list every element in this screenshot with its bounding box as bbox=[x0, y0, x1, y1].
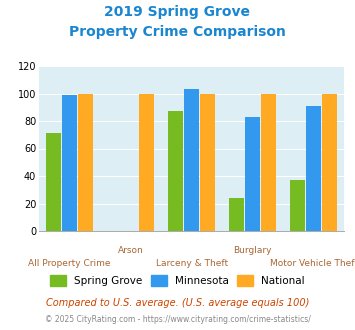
Text: Compared to U.S. average. (U.S. average equals 100): Compared to U.S. average. (U.S. average … bbox=[46, 298, 309, 308]
Bar bbox=[46, 133, 61, 231]
Bar bbox=[245, 117, 260, 231]
Bar bbox=[306, 106, 321, 231]
Bar bbox=[229, 198, 244, 231]
Text: All Property Crime: All Property Crime bbox=[28, 259, 111, 268]
Bar bbox=[168, 112, 183, 231]
Bar bbox=[200, 93, 215, 231]
Bar bbox=[62, 95, 77, 231]
Text: 2019 Spring Grove: 2019 Spring Grove bbox=[104, 5, 251, 19]
Legend: Spring Grove, Minnesota, National: Spring Grove, Minnesota, National bbox=[46, 271, 309, 290]
Bar bbox=[322, 93, 337, 231]
Text: Arson: Arson bbox=[118, 246, 143, 255]
Bar bbox=[261, 93, 276, 231]
Text: © 2025 CityRating.com - https://www.cityrating.com/crime-statistics/: © 2025 CityRating.com - https://www.city… bbox=[45, 315, 310, 324]
Text: Larceny & Theft: Larceny & Theft bbox=[155, 259, 228, 268]
Text: Property Crime Comparison: Property Crime Comparison bbox=[69, 25, 286, 39]
Bar bbox=[290, 180, 305, 231]
Text: Motor Vehicle Theft: Motor Vehicle Theft bbox=[270, 259, 355, 268]
Bar bbox=[184, 89, 199, 231]
Bar bbox=[78, 93, 93, 231]
Text: Burglary: Burglary bbox=[234, 246, 272, 255]
Bar bbox=[139, 93, 154, 231]
